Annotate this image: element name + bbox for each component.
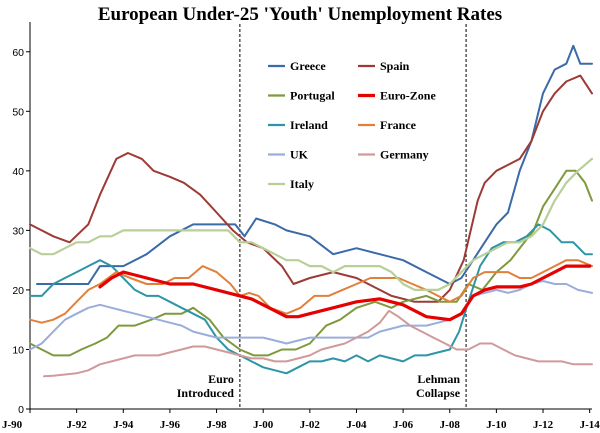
x-tick-label: J-96 bbox=[160, 419, 181, 431]
series-line-ireland bbox=[29, 223, 593, 375]
legend-label-euro-zone: Euro-Zone bbox=[380, 89, 436, 103]
annotation-label-euro: Euro Introduced bbox=[177, 372, 234, 400]
y-tick-label: 50 bbox=[12, 106, 24, 118]
series-line-italy bbox=[28, 157, 594, 291]
annotation-line-text: Collapse bbox=[416, 386, 461, 400]
series-line-uk bbox=[29, 280, 593, 351]
x-tick-label: J-10 bbox=[486, 419, 507, 431]
legend-label-uk: UK bbox=[290, 148, 309, 162]
x-tick-label: J-94 bbox=[113, 419, 134, 431]
legend-label-germany: Germany bbox=[380, 148, 429, 162]
x-tick-label: J-04 bbox=[346, 419, 367, 431]
x-tick-label: J-90 bbox=[2, 419, 23, 431]
legend: Greece Spain Portugal Euro-Zone Ireland Franc… bbox=[268, 59, 436, 191]
x-tick-label: J-98 bbox=[206, 419, 227, 431]
series-line-spain bbox=[29, 74, 593, 303]
y-tick-label: 10 bbox=[12, 344, 24, 356]
x-tick-label: J-92 bbox=[67, 419, 88, 431]
y-tick-label: 60 bbox=[12, 47, 24, 59]
x-tick-label: J-08 bbox=[440, 419, 461, 431]
x-tick-label: J-06 bbox=[393, 419, 414, 431]
y-tick-label: 40 bbox=[12, 166, 24, 178]
x-tick-label: J-02 bbox=[300, 419, 321, 431]
x-tick-label: J-00 bbox=[253, 419, 274, 431]
y-tick-label: 20 bbox=[12, 285, 24, 297]
series-line-germany bbox=[43, 309, 593, 378]
legend-label-france: France bbox=[380, 118, 417, 132]
chart-title: European Under-25 'Youth' Unemployment R… bbox=[98, 4, 502, 25]
legend-label-portugal: Portugal bbox=[290, 89, 335, 103]
y-tick-label: 30 bbox=[12, 225, 24, 237]
x-tick-label: J-12 bbox=[533, 419, 554, 431]
x-tick-label: J-14 bbox=[580, 419, 600, 431]
annotation-line-text: Introduced bbox=[177, 386, 234, 400]
legend-label-spain: Spain bbox=[380, 59, 410, 73]
annotation-line-text: Lehman bbox=[417, 372, 460, 386]
event-annotations: Euro Introduced Lehman Collapse bbox=[177, 24, 467, 409]
series-lines bbox=[28, 44, 594, 378]
annotation-label-lehman: Lehman Collapse bbox=[416, 372, 461, 400]
legend-label-ireland: Ireland bbox=[290, 118, 328, 132]
annotation-line-text: Euro bbox=[208, 372, 234, 386]
series-line-euro-zone bbox=[98, 264, 592, 322]
legend-label-greece: Greece bbox=[290, 59, 326, 73]
y-tick-label: 0 bbox=[18, 404, 24, 416]
legend-label-italy: Italy bbox=[290, 177, 314, 191]
series-line-greece bbox=[36, 44, 593, 285]
axes: 0 10 20 30 40 50 60 J-90 J-92 J-94 J-96 J-98 J-00 J-0… bbox=[2, 22, 600, 431]
